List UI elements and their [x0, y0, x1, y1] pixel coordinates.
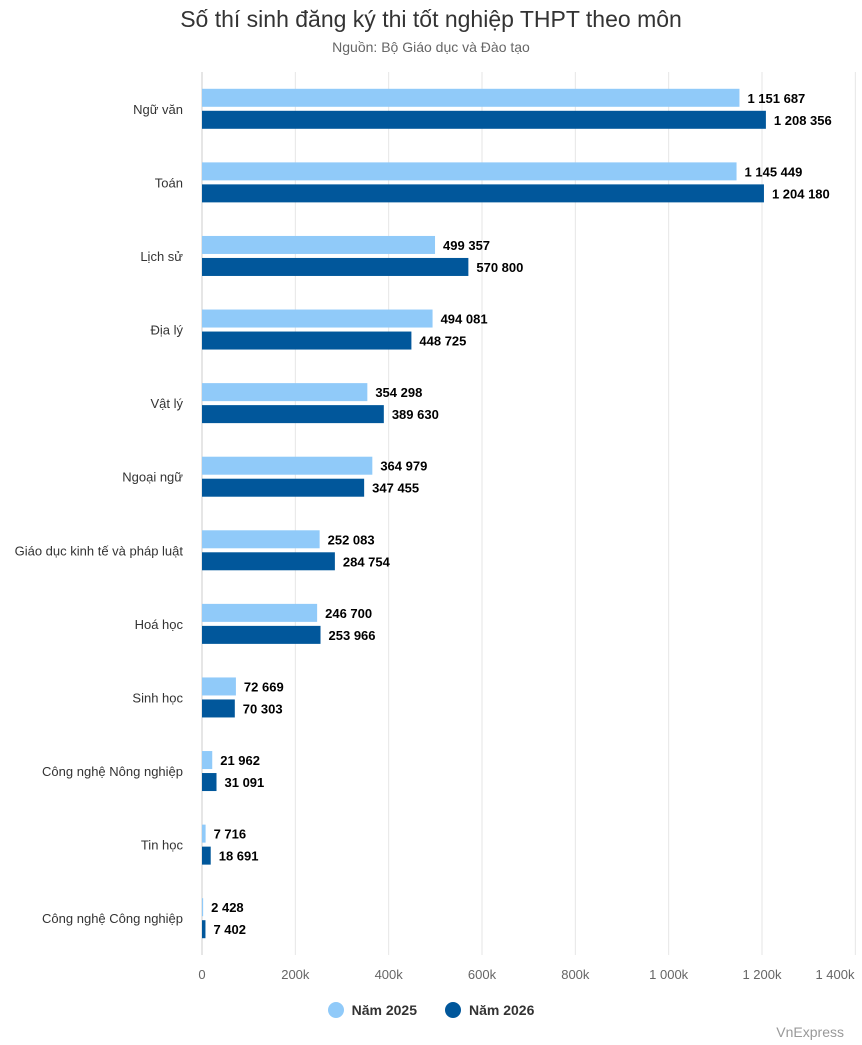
- bar: [202, 824, 206, 843]
- bar: [202, 184, 764, 203]
- category-label: Tin học: [141, 838, 184, 853]
- data-label: 7 716: [214, 827, 247, 842]
- bar: [202, 478, 365, 497]
- bar: [202, 110, 766, 129]
- legend-item-2025[interactable]: Năm 2025: [327, 1002, 417, 1018]
- category-label: Ngoại ngữ: [122, 470, 183, 485]
- legend-marker-2026: [445, 1002, 461, 1018]
- bar: [202, 405, 384, 424]
- x-tick-label: 600k: [468, 967, 497, 982]
- category-label: Sinh học: [132, 690, 183, 705]
- bar: [202, 331, 412, 350]
- bar: [202, 699, 235, 718]
- data-label: 2 428: [211, 900, 244, 915]
- x-tick-label: 800k: [561, 967, 590, 982]
- data-label: 72 669: [244, 679, 284, 694]
- bar: [202, 677, 236, 696]
- bar: [202, 309, 433, 328]
- bar: [202, 257, 469, 276]
- data-label: 18 691: [219, 849, 259, 864]
- bar: [202, 625, 321, 644]
- data-label: 354 298: [375, 385, 422, 400]
- bar: [202, 846, 211, 865]
- x-tick-label: 400k: [375, 967, 404, 982]
- data-label: 284 754: [343, 554, 391, 569]
- category-label: Lịch sử: [140, 249, 183, 264]
- bar: [202, 603, 318, 622]
- data-label: 364 979: [380, 459, 427, 474]
- data-label: 1 204 180: [772, 186, 830, 201]
- x-tick-label: 0: [198, 967, 205, 982]
- bar: [202, 773, 217, 792]
- data-label: 1 208 356: [774, 113, 832, 128]
- bar: [202, 88, 740, 107]
- legend-label-2025: Năm 2025: [351, 1002, 417, 1018]
- bar: [202, 530, 320, 549]
- data-label: 1 151 687: [747, 91, 805, 106]
- data-label: 253 966: [329, 628, 376, 643]
- data-label: 347 455: [372, 481, 419, 496]
- x-tick-label: 1 400k: [815, 967, 855, 982]
- legend-label-2026: Năm 2026: [469, 1002, 535, 1018]
- category-label: Ngữ văn: [133, 102, 183, 117]
- data-label: 570 800: [476, 260, 523, 275]
- legend-item-2026[interactable]: Năm 2026: [445, 1002, 534, 1018]
- x-tick-label: 1 000k: [649, 967, 689, 982]
- category-label: Địa lý: [150, 323, 183, 338]
- bar: [202, 552, 335, 571]
- category-label: Toán: [155, 175, 183, 190]
- x-tick-label: 1 200k: [742, 967, 782, 982]
- x-tick-label: 200k: [281, 967, 310, 982]
- data-label: 31 091: [225, 775, 265, 790]
- data-label: 7 402: [213, 922, 246, 937]
- bar-chart: 0 200k 400k 600k 800k 1 000k 1 200k 1 400k Ngữ v…: [15, 72, 856, 982]
- bar: [202, 383, 368, 402]
- data-label: 21 962: [220, 753, 260, 768]
- credit-link[interactable]: VnExpress: [776, 1024, 844, 1040]
- data-label: 246 700: [325, 606, 372, 621]
- category-label: Vật lý: [150, 396, 183, 411]
- chart-subtitle: Nguồn: Bộ Giáo dục và Đào tạo: [332, 39, 530, 55]
- data-label: 448 725: [419, 334, 466, 349]
- data-label: 499 357: [443, 238, 490, 253]
- data-label: 252 083: [328, 532, 375, 547]
- category-label: Giáo dục kinh tế và pháp luật: [15, 543, 184, 558]
- bar: [202, 162, 737, 181]
- data-label: 494 081: [441, 312, 488, 327]
- category-label: Công nghệ Công nghiệp: [42, 911, 183, 926]
- chart-title: Số thí sinh đăng ký thi tốt nghiệp THPT …: [180, 6, 682, 32]
- bar: [202, 235, 436, 254]
- legend-marker-2025: [327, 1002, 344, 1018]
- bar: [202, 456, 373, 475]
- bar: [202, 751, 213, 770]
- data-label: 389 630: [392, 407, 439, 422]
- data-label: 70 303: [243, 701, 283, 716]
- legend: Năm 2025 Năm 2026: [0, 1002, 862, 1018]
- bar: [202, 898, 204, 917]
- data-label: 1 145 449: [745, 164, 803, 179]
- category-label: Hoá học: [135, 617, 184, 632]
- category-label: Công nghệ Nông nghiệp: [42, 764, 183, 779]
- bar: [202, 920, 206, 939]
